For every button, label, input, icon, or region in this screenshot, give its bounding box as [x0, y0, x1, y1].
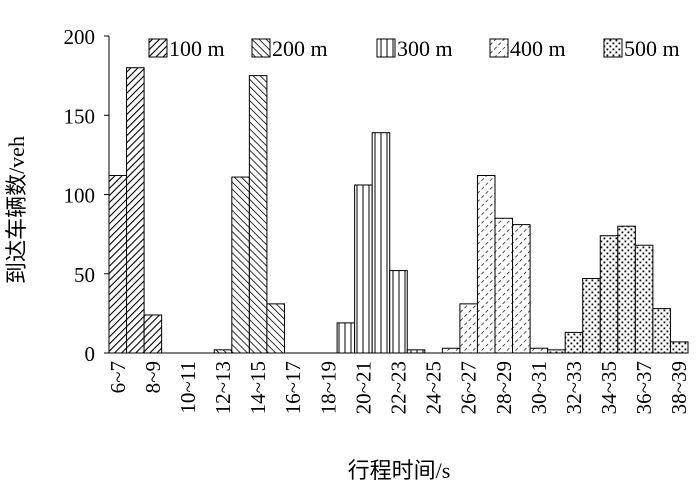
- x-tick-label: 20~21: [351, 361, 375, 414]
- y-tick-label: 50: [74, 263, 95, 287]
- x-tick-label: 34~35: [597, 361, 621, 414]
- bar: [634, 244, 654, 354]
- x-tick-label: 18~19: [316, 361, 340, 414]
- y-axis-title: 到达车辆数/veh: [4, 136, 29, 284]
- legend: 100 m 200 m 300 m 400 m 500 m: [148, 36, 680, 61]
- bar: [126, 67, 145, 354]
- x-tick-label: 12~13: [211, 361, 235, 414]
- legend-label: 200 m: [272, 36, 328, 61]
- bar: [248, 75, 268, 354]
- x-tick-label: 32~33: [562, 361, 586, 414]
- bar: [582, 278, 601, 354]
- bar: [441, 347, 461, 354]
- bar: [494, 217, 514, 354]
- x-tick-label: 6~7: [106, 361, 130, 393]
- x-tick-label: 14~15: [246, 361, 270, 414]
- bar: [108, 174, 128, 354]
- bar: [354, 184, 373, 354]
- y-tick-label: 150: [64, 104, 96, 128]
- x-tick-label: 8~9: [141, 361, 165, 393]
- bars: [108, 67, 689, 354]
- legend-swatch: [489, 38, 509, 58]
- y-tick-label: 100: [64, 184, 96, 208]
- bar: [476, 174, 496, 354]
- y-tick-label: 0: [85, 342, 96, 366]
- bar: [389, 270, 408, 354]
- x-tick-label: 36~37: [632, 361, 656, 414]
- bar: [652, 308, 671, 354]
- legend-label: 300 m: [397, 36, 453, 61]
- y-tick-label: 200: [64, 25, 96, 49]
- legend-label: 400 m: [510, 36, 566, 61]
- x-axis-ticks: 6~7 8~9 10~11 12~13 14~15 16~17 18~19 20~21 22~2…: [106, 361, 691, 414]
- x-tick-label: 16~17: [281, 361, 305, 414]
- x-tick-label: 38~39: [667, 361, 691, 414]
- bar: [371, 132, 391, 354]
- bar: [143, 314, 163, 354]
- bar: [529, 347, 549, 354]
- legend-swatch: [603, 38, 623, 58]
- legend-label: 100 m: [169, 36, 225, 61]
- x-tick-label: 30~31: [527, 361, 551, 414]
- bar: [599, 235, 619, 354]
- legend-swatch: [148, 38, 168, 58]
- bar: [617, 225, 636, 354]
- legend-label: 500 m: [624, 36, 680, 61]
- y-axis-ticks: 0 50 100 150 200: [64, 25, 109, 366]
- x-tick-label: 28~29: [492, 361, 516, 414]
- bar: [512, 224, 531, 354]
- legend-swatch: [251, 38, 271, 58]
- bar: [336, 322, 356, 354]
- x-axis-title: 行程时间/s: [348, 458, 451, 483]
- bar: [669, 341, 689, 354]
- x-tick-label: 26~27: [457, 361, 481, 414]
- x-tick-label: 10~11: [176, 361, 200, 414]
- x-tick-label: 22~23: [387, 361, 411, 414]
- legend-swatch: [376, 38, 396, 58]
- bar: [459, 303, 478, 354]
- bar: [266, 303, 285, 354]
- bar: [564, 331, 584, 354]
- x-tick-label: 24~25: [422, 361, 446, 414]
- bar: [231, 176, 250, 354]
